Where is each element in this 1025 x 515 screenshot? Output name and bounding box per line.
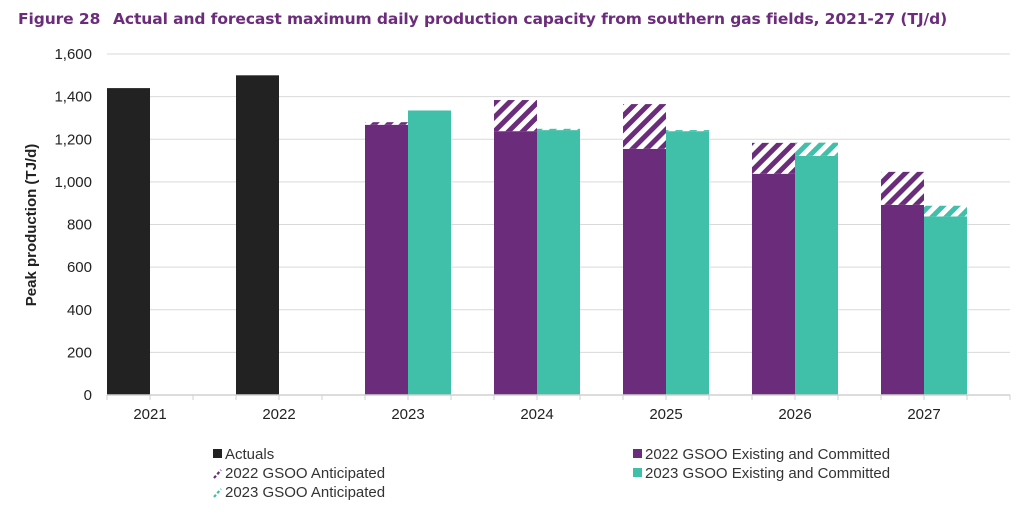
legend-swatch [633, 468, 642, 477]
bar-2022-gsoo-existing [365, 124, 408, 395]
y-tick-label: 600 [67, 259, 92, 276]
x-tick-label: 2021 [133, 406, 166, 423]
legend-label: 2023 GSOO Existing and Committed [645, 465, 890, 482]
legend-label: 2022 GSOO Anticipated [225, 465, 385, 482]
legend-item-gsoo-2022: 2022 GSOO Existing and Committed [633, 446, 890, 463]
bar-2023-gsoo-existing [924, 216, 967, 395]
bar-2023-gsoo-existing [408, 110, 451, 396]
bar-2022-gsoo-existing [494, 131, 537, 395]
y-tick-label: 400 [67, 302, 92, 319]
bar-2022-gsoo-anticipated [752, 142, 795, 174]
y-axis-title: Peak production (TJ/d) [23, 144, 40, 307]
y-tick-label: 1,000 [54, 174, 92, 191]
legend-item-gsoo-2022-anticipated: 2022 GSOO Anticipated [213, 465, 385, 482]
figure-title-text: Actual and forecast maximum daily produc… [113, 10, 948, 28]
x-tick-label: 2024 [520, 406, 553, 423]
legend: Actuals 2022 GSOO Existing and Committed 2… [213, 446, 890, 501]
legend-label: 2022 GSOO Existing and Committed [645, 446, 890, 463]
bar-2023-gsoo-anticipated [795, 142, 838, 156]
bar-actuals [107, 88, 150, 395]
y-tick-label: 1,200 [54, 131, 92, 148]
x-tick-label: 2023 [391, 406, 424, 423]
figure-number: Figure 28 [18, 10, 101, 28]
bar-2023-gsoo-existing [666, 131, 709, 395]
legend-swatch [633, 449, 642, 458]
bar-2023-gsoo-existing [795, 155, 838, 395]
y-tick-label: 1,400 [54, 89, 92, 106]
x-tick-label: 2027 [907, 406, 940, 423]
bar-2022-gsoo-anticipated [494, 100, 537, 132]
legend-item-gsoo-2023-anticipated: 2023 GSOO Anticipated [213, 484, 385, 501]
bar-2022-gsoo-anticipated [623, 104, 666, 149]
bar-2023-gsoo-anticipated [924, 205, 967, 217]
legend-item-actuals: Actuals [213, 446, 274, 463]
bar-actuals [236, 75, 279, 395]
y-tick-label: 800 [67, 217, 92, 234]
legend-label: 2023 GSOO Anticipated [225, 484, 385, 501]
figure-title: Figure 28 Actual and forecast maximum dai… [18, 10, 947, 28]
bar-2022-gsoo-existing [752, 173, 795, 395]
x-tick-label: 2026 [778, 406, 811, 423]
bars [107, 75, 967, 396]
y-axis-tick-labels: 0 200 400 600 800 1,000 1,200 1,400 1,600 [54, 46, 92, 404]
bar-2023-gsoo-anticipated [666, 130, 709, 132]
x-axis: 2021 2022 2023 2024 2025 2026 2027 [106, 394, 1011, 423]
legend-swatch-hatched [213, 488, 222, 498]
bar-2023-gsoo-existing [537, 130, 580, 395]
x-tick-label: 2025 [649, 406, 682, 423]
legend-item-gsoo-2023: 2023 GSOO Existing and Committed [633, 465, 890, 482]
bar-2022-gsoo-anticipated [881, 171, 924, 205]
legend-swatch-hatched [213, 469, 222, 479]
bar-2022-gsoo-existing [623, 148, 666, 395]
y-tick-label: 0 [84, 387, 92, 404]
legend-swatch [213, 449, 222, 458]
legend-label: Actuals [225, 446, 274, 463]
bar-2022-gsoo-existing [881, 204, 924, 395]
y-tick-label: 1,600 [54, 46, 92, 63]
x-tick-label: 2022 [262, 406, 295, 423]
y-tick-label: 200 [67, 344, 92, 361]
bar-2022-gsoo-anticipated [365, 122, 408, 125]
bar-2023-gsoo-anticipated [537, 128, 580, 131]
